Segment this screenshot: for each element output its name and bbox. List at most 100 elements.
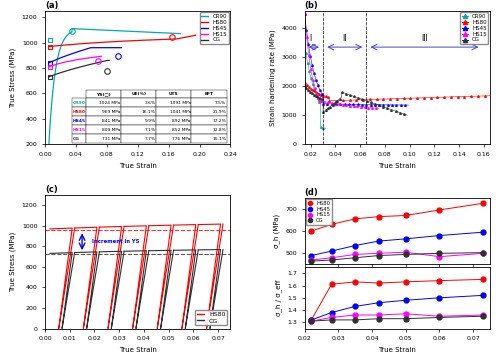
HS15 <box>78 57 84 61</box>
HS80 <box>152 38 158 42</box>
HS80 <box>303 82 309 87</box>
CG <box>326 105 332 109</box>
HS15 <box>46 65 52 69</box>
Text: (a): (a) <box>45 1 59 10</box>
Line: HS45: HS45 <box>49 48 122 63</box>
CG <box>46 75 52 79</box>
HS15 <box>358 105 364 109</box>
HS45 <box>89 45 95 50</box>
CR90 <box>129 29 135 34</box>
HS80 <box>46 44 52 49</box>
Legend: CR90, HS80, HS45, HS15, CG: CR90, HS80, HS45, HS15, CG <box>200 13 229 44</box>
HS15 <box>98 54 104 58</box>
CG <box>310 92 316 96</box>
Y-axis label: σ_h / σ_eff: σ_h / σ_eff <box>275 280 281 316</box>
HS45 <box>366 103 372 107</box>
CR90 <box>304 57 310 61</box>
HS15 <box>315 95 321 99</box>
Line: CG: CG <box>304 86 408 116</box>
Line: CG: CG <box>49 60 109 77</box>
CR90 <box>177 31 183 36</box>
Y-axis label: σ_h (MPa): σ_h (MPa) <box>273 214 280 248</box>
Text: III: III <box>421 34 428 43</box>
CR90 <box>62 36 68 41</box>
CG <box>404 113 410 117</box>
HS80 <box>487 93 493 98</box>
Legend: CR90, HS80, HS45, HS15, CG: CR90, HS80, HS45, HS15, CG <box>460 13 488 44</box>
Y-axis label: True Stress (MPa): True Stress (MPa) <box>10 232 16 292</box>
HS80 <box>192 33 198 38</box>
Y-axis label: Strain hardening rate (MPa): Strain hardening rate (MPa) <box>270 29 276 126</box>
HS80 <box>317 92 323 96</box>
Text: I: I <box>310 34 312 43</box>
HS15 <box>337 102 343 106</box>
CR90 <box>141 30 147 34</box>
HS45 <box>344 102 350 106</box>
HS80 <box>64 43 70 47</box>
CR90 <box>310 86 316 90</box>
HS15 <box>77 57 83 61</box>
CR90 <box>305 62 311 67</box>
CG <box>106 58 112 62</box>
CG <box>46 75 52 79</box>
HS15 <box>348 104 354 108</box>
HS45 <box>302 12 308 16</box>
HS15 <box>46 65 52 69</box>
CG <box>82 64 87 68</box>
Line: CR90: CR90 <box>300 16 326 129</box>
HS15 <box>312 86 318 91</box>
HS80 <box>326 99 332 103</box>
CG <box>100 59 106 64</box>
X-axis label: True Strain: True Strain <box>119 347 156 353</box>
HS80 <box>310 88 316 93</box>
CR90 <box>322 126 328 130</box>
Text: Increment in YS: Increment in YS <box>92 239 140 244</box>
HS15 <box>373 106 379 110</box>
Y-axis label: True Stress (MPa): True Stress (MPa) <box>10 47 16 108</box>
CG <box>338 95 344 99</box>
HS15 <box>94 55 100 59</box>
HS45 <box>46 61 52 65</box>
HS80 <box>302 81 308 86</box>
Text: (d): (d) <box>304 188 318 197</box>
X-axis label: True Strain: True Strain <box>119 162 156 169</box>
Line: CR90: CR90 <box>49 29 180 144</box>
Legend: HS80, CG: HS80, CG <box>194 310 228 325</box>
Legend: HS80, HS45, HS15, CG: HS80, HS45, HS15, CG <box>306 199 332 225</box>
HS45 <box>118 45 124 50</box>
HS45 <box>406 103 411 107</box>
HS15 <box>77 57 83 61</box>
CR90 <box>318 102 324 106</box>
X-axis label: True Strain: True Strain <box>378 347 416 353</box>
HS15 <box>376 106 382 110</box>
HS80 <box>152 38 158 42</box>
CG <box>302 84 308 88</box>
CG <box>96 60 102 64</box>
CR90 <box>142 30 148 34</box>
Line: HS15: HS15 <box>49 56 102 67</box>
Text: (b): (b) <box>304 1 318 10</box>
Line: HS15: HS15 <box>304 13 380 109</box>
CR90 <box>46 142 52 147</box>
HS45 <box>90 45 96 50</box>
CR90 <box>98 28 104 32</box>
CR90 <box>303 53 309 58</box>
HS45 <box>88 45 94 50</box>
HS80 <box>138 38 144 43</box>
CR90 <box>318 103 324 107</box>
CG <box>104 58 110 62</box>
Text: (c): (c) <box>45 185 58 194</box>
HS45 <box>90 45 96 50</box>
HS45 <box>112 45 118 50</box>
Line: HS45: HS45 <box>304 13 409 106</box>
Line: HS80: HS80 <box>304 83 491 101</box>
HS45 <box>46 61 52 65</box>
X-axis label: True Strain: True Strain <box>378 162 416 169</box>
HS80 <box>104 40 110 44</box>
CR90 <box>69 26 75 31</box>
CG <box>82 64 87 68</box>
HS15 <box>302 12 308 16</box>
HS45 <box>108 45 114 50</box>
CR90 <box>89 27 95 32</box>
HS45 <box>383 103 389 107</box>
